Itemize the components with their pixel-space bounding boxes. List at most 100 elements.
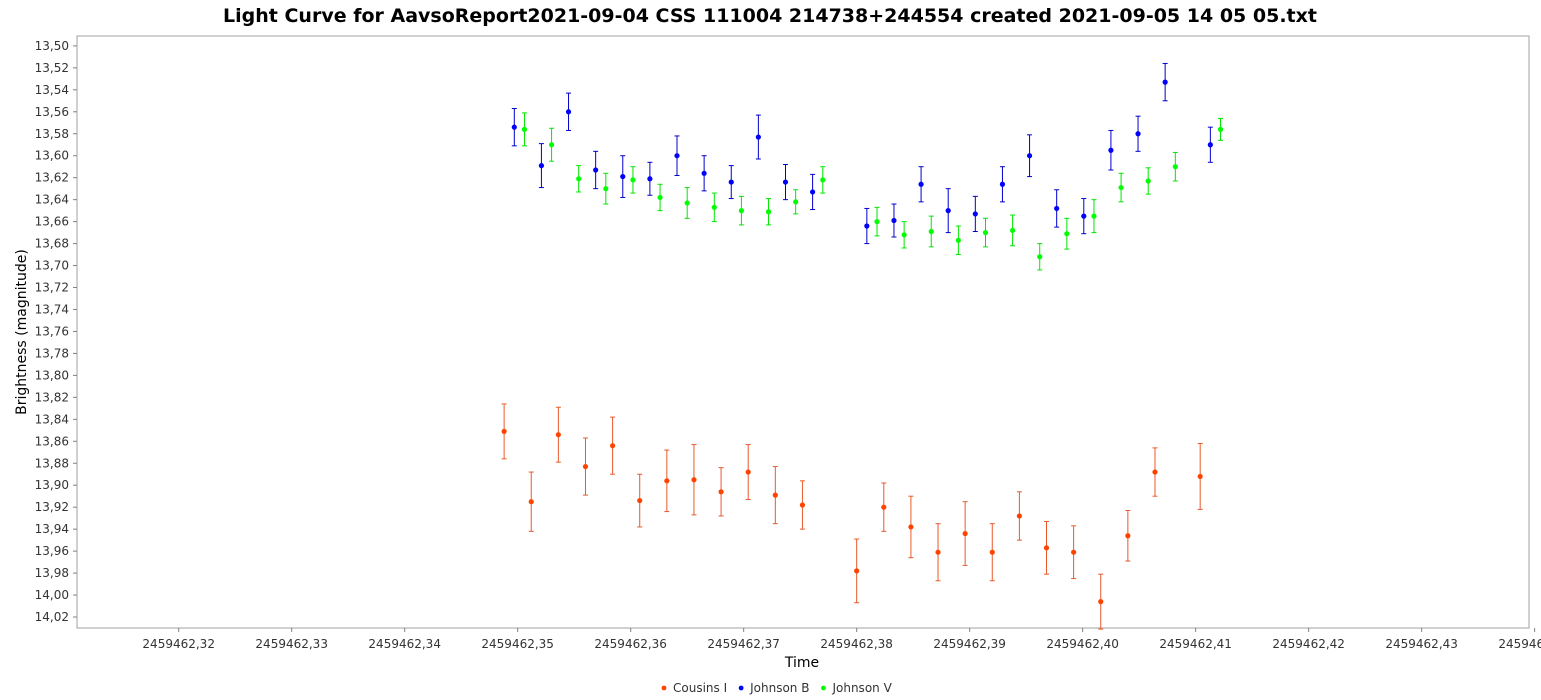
data-point: [1135, 131, 1141, 137]
data-point: [1152, 469, 1158, 475]
data-point: [647, 176, 653, 182]
x-tick-label: 2459462,43: [1385, 637, 1458, 651]
legend-item-cousins-i: Cousins I: [661, 681, 727, 695]
legend-marker: [821, 685, 826, 691]
y-tick-label: 13,74: [35, 302, 69, 316]
data-point: [772, 492, 778, 498]
data-point: [854, 568, 860, 574]
x-axis-label: Time: [784, 655, 819, 671]
data-point: [1162, 79, 1168, 85]
x-tick-label: 2459462,42: [1272, 637, 1345, 651]
data-point: [901, 232, 907, 238]
data-point: [1016, 513, 1022, 519]
legend: Cousins I Johnson B Johnson V: [661, 681, 893, 695]
data-point: [982, 230, 989, 236]
data-point: [511, 124, 517, 130]
y-tick-label: 13,68: [35, 237, 69, 251]
data-point: [891, 217, 897, 224]
data-point: [935, 549, 941, 555]
y-tick-label: 13,60: [35, 149, 69, 163]
data-point: [728, 179, 734, 185]
data-point: [1010, 227, 1016, 234]
data-point: [548, 142, 555, 148]
data-point: [538, 163, 545, 169]
data-point: [1026, 153, 1033, 159]
data-point: [1098, 599, 1104, 605]
plot-area: [76, 35, 1530, 629]
series-johnson-b: [511, 62, 1213, 245]
y-tick-label: 13,52: [35, 61, 69, 75]
data-point: [603, 186, 609, 192]
legend-marker: [661, 685, 667, 691]
data-point: [521, 126, 528, 132]
data-point: [637, 497, 643, 504]
data-point: [945, 208, 951, 214]
y-tick-label: 13,56: [35, 105, 69, 119]
data-point: [620, 173, 626, 180]
y-tick-label: 13,66: [35, 215, 69, 229]
data-point: [745, 469, 751, 475]
data-point: [582, 463, 589, 470]
y-tick-label: 13,94: [35, 522, 69, 536]
legend-item-johnson-v: Johnson V: [821, 681, 893, 695]
data-point: [1081, 213, 1087, 219]
data-point: [501, 428, 507, 434]
data-point: [593, 167, 599, 173]
y-tick-label: 13,98: [35, 566, 69, 580]
data-point: [528, 499, 534, 505]
data-point: [691, 477, 697, 483]
y-tick-label: 13,90: [35, 478, 69, 492]
x-tick-label: 2459462,39: [933, 637, 1006, 651]
series-johnson-v: [521, 112, 1224, 271]
data-series: [501, 62, 1224, 630]
legend-label: Johnson B: [749, 681, 809, 695]
x-tick-label: 2459462,34: [368, 637, 441, 651]
legend-item-johnson-b: Johnson B: [738, 681, 809, 695]
data-point: [1043, 545, 1050, 551]
data-point: [1118, 184, 1124, 191]
data-point: [765, 209, 772, 215]
y-tick-label: 13,86: [35, 434, 69, 448]
y-axis: 13,50 13,52 13,54 13,56 13,58 13,60 13,62 13,64…: [35, 39, 77, 624]
y-tick-label: 13,76: [35, 324, 69, 338]
data-point: [565, 109, 572, 115]
data-point: [1091, 213, 1097, 219]
data-point: [864, 223, 870, 229]
y-tick-label: 13,92: [35, 500, 69, 514]
y-tick-label: 14,02: [35, 610, 69, 624]
data-point: [989, 549, 995, 555]
data-point: [1207, 142, 1213, 148]
y-tick-label: 13,72: [35, 281, 69, 295]
x-tick-label: 2459462,33: [255, 637, 328, 651]
x-tick-label: 2459462,41: [1159, 637, 1232, 651]
legend-marker: [738, 685, 744, 691]
data-point: [1172, 164, 1178, 170]
data-point: [874, 219, 880, 225]
y-tick-label: 13,82: [35, 390, 69, 404]
y-tick-label: 13,64: [35, 193, 69, 207]
data-point: [1108, 147, 1114, 153]
y-tick-label: 13,50: [35, 39, 69, 53]
x-tick-label: 2459462,38: [820, 637, 893, 651]
data-point: [918, 181, 924, 187]
x-tick-label: 2459462,37: [707, 637, 780, 651]
y-tick-label: 13,58: [35, 127, 69, 141]
data-point: [1217, 126, 1224, 132]
y-tick-label: 13,84: [35, 412, 69, 426]
data-point: [701, 170, 707, 176]
y-axis-label: Brightness (magnitude): [14, 249, 30, 415]
y-tick-label: 13,54: [35, 83, 69, 97]
x-tick-label: 2459462,40: [1046, 637, 1119, 651]
data-point: [684, 200, 690, 206]
data-point: [972, 211, 978, 217]
data-point: [664, 478, 670, 484]
y-tick-label: 13,80: [35, 368, 69, 382]
y-tick-label: 14,00: [35, 588, 69, 602]
data-point: [999, 181, 1006, 187]
data-point: [1125, 533, 1131, 539]
data-point: [1054, 205, 1060, 212]
chart-title: Light Curve for AavsoReport2021-09-04 CS…: [223, 5, 1317, 27]
data-point: [718, 489, 724, 495]
data-point: [782, 179, 789, 185]
